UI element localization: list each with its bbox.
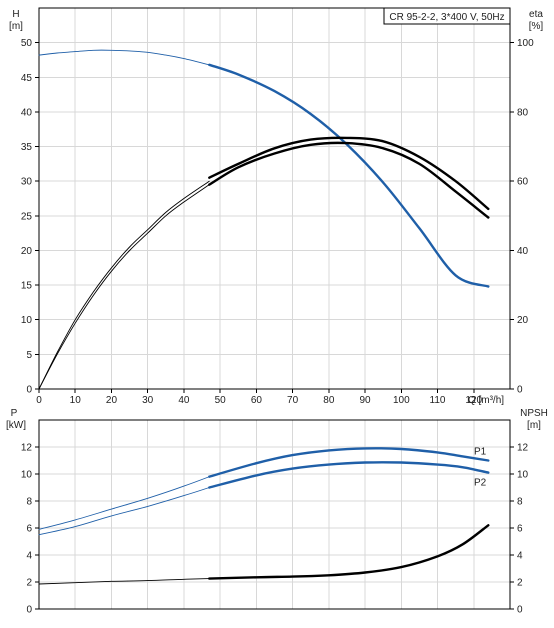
top-left-tick-label: 45	[21, 73, 33, 84]
x-tick-label: 60	[251, 395, 263, 406]
top-left-tick-label: 15	[21, 281, 33, 292]
top-left-axis-label: H	[12, 9, 19, 20]
bottom-right-tick-label: 2	[517, 578, 523, 589]
bottom-left-tick-label: 12	[21, 443, 33, 454]
x-tick-label: 90	[360, 395, 372, 406]
top-left-tick-label: 20	[21, 246, 33, 257]
top-right-tick-label: 20	[517, 315, 529, 326]
bottom-left-tick-label: 0	[26, 605, 32, 616]
x-tick-label: 10	[70, 395, 82, 406]
chart-title-box	[383, 7, 511, 25]
chart2-series-5-line	[208, 524, 490, 580]
x-tick-label: 0	[36, 395, 42, 406]
chart2-series-4-line	[38, 578, 210, 585]
curve-label-p2: P2	[474, 478, 487, 489]
top-left-axis-unit: [m]	[9, 21, 23, 32]
bottom-left-tick-label: 4	[26, 551, 32, 562]
top-left-tick-label: 10	[21, 315, 33, 326]
top-right-axis-label: eta	[529, 9, 543, 20]
top-left-tick-label: 35	[21, 142, 33, 153]
bottom-left-tick-label: 6	[26, 524, 32, 535]
chart2-series-0-line	[38, 476, 210, 530]
bottom-right-tick-label: 6	[517, 524, 523, 535]
chart-title: CR 95-2-2, 3*400 V, 50Hz	[389, 12, 504, 23]
x-tick-label: 80	[323, 395, 335, 406]
top-right-tick-label: 100	[517, 38, 534, 49]
bottom-right-axis-label: NPSH	[520, 408, 548, 419]
bottom-left-tick-label: 8	[26, 497, 32, 508]
top-right-tick-label: 40	[517, 246, 529, 257]
top-left-tick-label: 25	[21, 211, 33, 222]
chart1-series-5-line	[208, 136, 490, 211]
x-tick-label: 20	[106, 395, 118, 406]
chart1-series-4-line	[38, 180, 210, 390]
top-right-axis-unit: [%]	[529, 21, 544, 32]
x-axis-label: Q [m³/h]	[468, 395, 504, 406]
bottom-plot-frame	[38, 419, 511, 610]
bottom-right-tick-label: 12	[517, 443, 529, 454]
chart2-series-2-line	[38, 487, 210, 536]
top-left-tick-label: 0	[26, 385, 32, 396]
bottom-right-tick-label: 4	[517, 551, 523, 562]
top-plot-frame	[38, 7, 511, 390]
x-tick-label: 50	[215, 395, 227, 406]
bottom-right-tick-label: 0	[517, 605, 523, 616]
top-left-tick-label: 5	[26, 350, 32, 361]
top-left-tick-label: 40	[21, 107, 33, 118]
chart2-series-1-line	[208, 447, 490, 478]
curve-label-p1: P1	[474, 447, 487, 458]
bottom-left-tick-label: 10	[21, 470, 33, 481]
bottom-right-axis-unit: [m]	[527, 420, 541, 431]
top-right-tick-label: 0	[517, 385, 523, 396]
bottom-right-tick-label: 10	[517, 470, 529, 481]
chart1-series-3-line	[208, 141, 490, 219]
chart1-series-2-line	[38, 184, 210, 390]
x-tick-label: 100	[393, 395, 410, 406]
x-tick-label: 40	[178, 395, 190, 406]
x-tick-label: 120	[465, 395, 482, 406]
bottom-left-axis-label: P	[11, 408, 18, 419]
x-tick-label: 110	[430, 395, 446, 406]
top-right-tick-label: 80	[517, 107, 529, 118]
top-right-tick-label: 60	[517, 177, 529, 188]
x-tick-label: 70	[287, 395, 299, 406]
chart2-series-3-line	[208, 461, 490, 489]
top-left-tick-label: 50	[21, 38, 33, 49]
bottom-right-tick-label: 8	[517, 497, 523, 508]
bottom-left-tick-label: 2	[26, 578, 32, 589]
top-left-tick-label: 30	[21, 177, 33, 188]
chart1-series-1-line	[208, 63, 490, 288]
chart1-series-0-line	[38, 49, 210, 66]
x-tick-label: 30	[142, 395, 154, 406]
bottom-left-axis-unit: [kW]	[6, 420, 26, 431]
